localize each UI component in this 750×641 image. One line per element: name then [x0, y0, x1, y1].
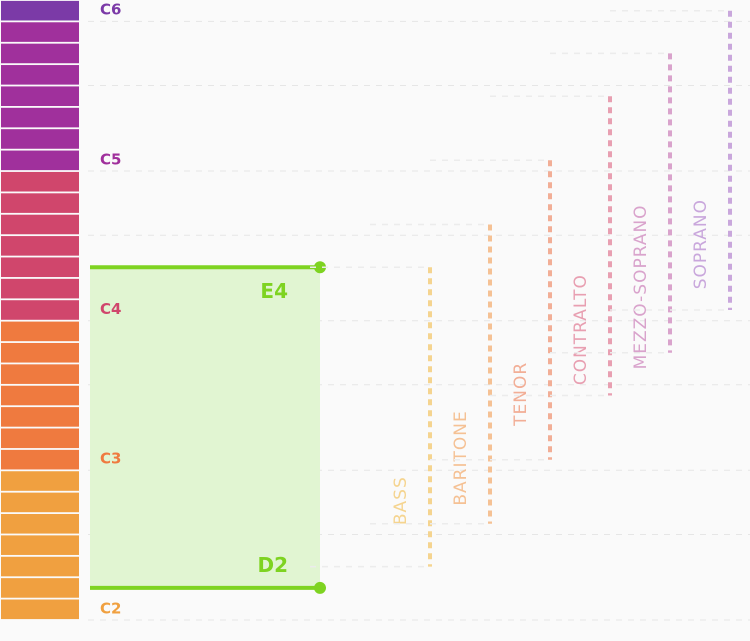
octave-label-C2: C2 — [100, 599, 121, 617]
key-F5 — [1, 86, 79, 106]
key-C6 — [1, 0, 79, 21]
voice-range-label-mezzo-soprano: MEZZO-SOPRANO — [631, 204, 651, 369]
piano-keyboard — [1, 0, 79, 620]
key-B5 — [1, 22, 79, 42]
key-A5 — [1, 43, 79, 64]
selected-range: E4 D2 — [90, 261, 326, 594]
octave-labels: C2 C3 C4 C5 C6 — [100, 1, 121, 618]
key-C4 — [1, 300, 79, 320]
key-A3 — [1, 342, 79, 363]
selected-range-high-line-handle[interactable] — [314, 261, 326, 274]
key-D4 — [1, 278, 79, 299]
octave-label-C6: C6 — [100, 1, 121, 19]
key-C5 — [1, 150, 79, 171]
selected-range-high-label: E4 — [260, 279, 288, 303]
key-E3 — [1, 407, 79, 427]
octave-label-C4: C4 — [100, 300, 121, 318]
key-D3 — [1, 428, 79, 449]
key-G5 — [1, 65, 79, 85]
key-B4 — [1, 171, 79, 192]
voice-range-label-soprano: SOPRANO — [691, 199, 711, 289]
key-G2 — [1, 514, 79, 534]
selected-range-area — [90, 267, 320, 588]
key-F3 — [1, 385, 79, 406]
voice-range-label-tenor: TENOR — [511, 362, 531, 427]
voice-ranges: BASS BARITONE TENOR CONTRALTO MEZZO-SOPRANO S… — [310, 9, 732, 568]
key-C3 — [1, 449, 79, 470]
key-D5 — [1, 129, 79, 149]
key-B2 — [1, 471, 79, 491]
voice-range-label-bass: BASS — [391, 476, 411, 525]
key-A2 — [1, 492, 79, 513]
key-A4 — [1, 193, 79, 213]
key-B3 — [1, 321, 79, 342]
voice-range-label-baritone: BARITONE — [451, 410, 471, 505]
key-G3 — [1, 364, 79, 384]
octave-label-C5: C5 — [100, 150, 121, 168]
key-F4 — [1, 236, 79, 256]
key-E5 — [1, 107, 79, 128]
key-D2 — [1, 578, 79, 598]
key-E2 — [1, 556, 79, 577]
key-F2 — [1, 535, 79, 555]
selected-range-low-label: D2 — [257, 553, 288, 577]
voice-range-label-contralto: CONTRALTO — [571, 274, 591, 385]
key-G4 — [1, 214, 79, 235]
key-C2 — [1, 599, 79, 620]
octave-label-C3: C3 — [100, 450, 121, 468]
selected-range-low-line-handle[interactable] — [314, 581, 326, 594]
key-E4 — [1, 257, 79, 278]
